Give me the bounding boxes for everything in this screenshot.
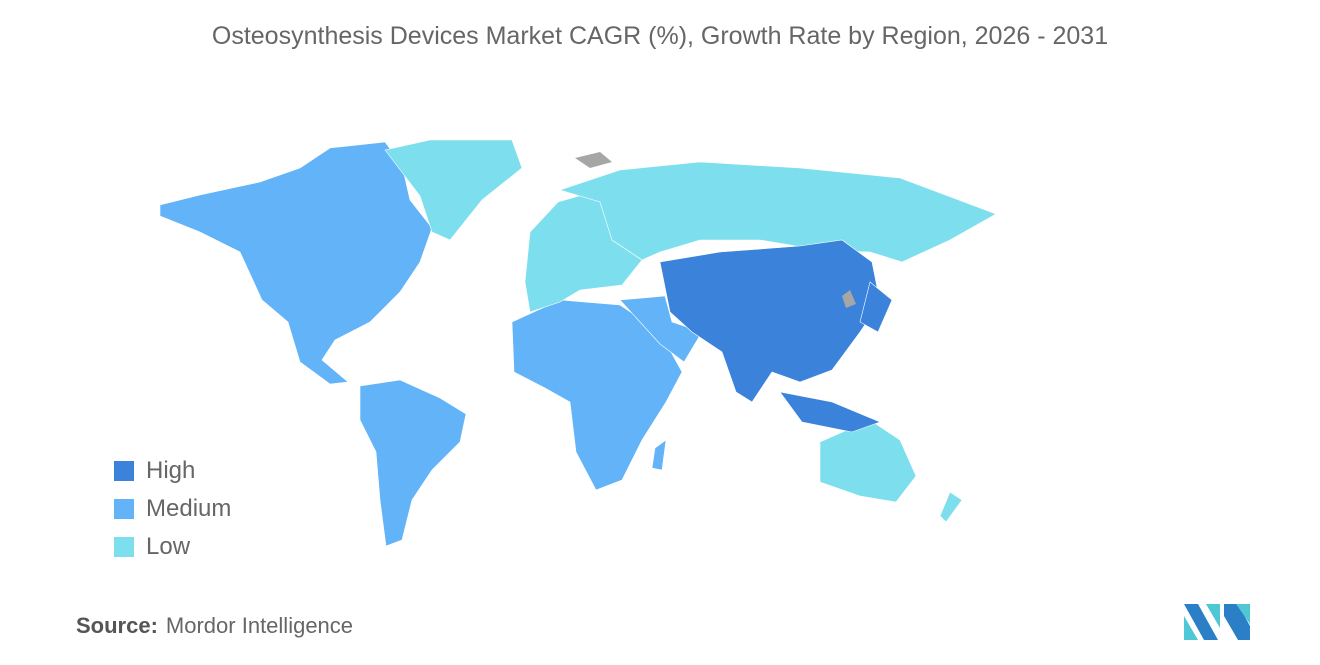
region-north-america — [159, 141, 433, 385]
source-note: Source: Mordor Intelligence — [76, 613, 353, 639]
mordor-logo — [1184, 604, 1250, 640]
legend-item-medium: Medium — [114, 490, 231, 528]
region-africa — [511, 299, 683, 491]
region-no-data — [842, 290, 856, 308]
source-label: Source: — [76, 613, 158, 638]
region-australia-and-new-zealand — [939, 491, 963, 523]
region-australia-and-new-zealand — [819, 419, 917, 503]
legend-swatch — [114, 499, 134, 519]
legend-label: High — [146, 457, 196, 484]
chart-title: Osteosynthesis Devices Market CAGR (%), … — [211, 22, 1109, 50]
region-asia-pacific — [659, 239, 881, 403]
legend-item-low: Low — [114, 528, 231, 566]
legend-label: Low — [146, 533, 191, 560]
legend-swatch — [114, 461, 134, 481]
legend-item-high: High — [114, 452, 231, 490]
legend-swatch — [114, 537, 134, 557]
region-asia-pacific — [859, 281, 893, 333]
region-greenland — [384, 139, 523, 241]
legend: High Medium Low — [114, 452, 231, 566]
region-no-data — [575, 152, 612, 168]
region-russia — [559, 161, 997, 263]
region-middle-east — [619, 295, 703, 363]
region-asia-pacific — [779, 391, 881, 433]
source-value: Mordor Intelligence — [165, 613, 354, 638]
legend-label: Medium — [146, 495, 232, 522]
region-africa — [651, 439, 667, 471]
region-south-america — [359, 379, 467, 547]
